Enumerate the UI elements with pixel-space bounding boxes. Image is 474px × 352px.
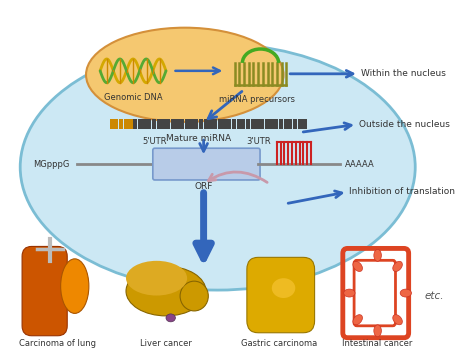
Bar xyxy=(288,119,292,130)
Bar xyxy=(260,119,264,130)
Bar xyxy=(109,119,114,130)
Bar xyxy=(293,119,297,130)
Bar xyxy=(143,119,147,130)
Text: MGpppG: MGpppG xyxy=(33,159,69,169)
Ellipse shape xyxy=(344,289,355,297)
Bar xyxy=(156,119,161,130)
Ellipse shape xyxy=(353,261,363,271)
Ellipse shape xyxy=(374,325,382,337)
Ellipse shape xyxy=(126,261,187,296)
Ellipse shape xyxy=(86,28,283,122)
Ellipse shape xyxy=(126,266,206,316)
Text: Within the nucleus: Within the nucleus xyxy=(361,69,446,78)
Ellipse shape xyxy=(166,314,175,322)
Text: Inhibition of translation: Inhibition of translation xyxy=(349,187,456,196)
Bar xyxy=(232,119,236,130)
Bar xyxy=(171,119,175,130)
Text: 3'UTR: 3'UTR xyxy=(246,137,271,146)
FancyBboxPatch shape xyxy=(247,257,315,333)
Bar xyxy=(241,119,246,130)
Text: Mature miRNA: Mature miRNA xyxy=(166,134,231,143)
Text: AAAAA: AAAAA xyxy=(345,159,374,169)
Bar xyxy=(166,119,170,130)
Bar xyxy=(194,119,199,130)
Bar xyxy=(185,119,189,130)
Bar xyxy=(128,119,133,130)
Bar xyxy=(246,119,250,130)
Bar xyxy=(124,119,128,130)
Text: Genomic DNA: Genomic DNA xyxy=(104,93,163,102)
Bar xyxy=(161,119,165,130)
Bar xyxy=(114,119,118,130)
Ellipse shape xyxy=(20,44,415,290)
Text: etc.: etc. xyxy=(424,291,444,301)
Bar xyxy=(251,119,255,130)
Bar xyxy=(133,119,137,130)
Bar xyxy=(302,119,307,130)
Text: miRNA precursors: miRNA precursors xyxy=(219,95,295,103)
Bar xyxy=(237,119,241,130)
Ellipse shape xyxy=(353,315,363,325)
Text: Outside the nucleus: Outside the nucleus xyxy=(359,120,450,129)
Ellipse shape xyxy=(393,261,402,271)
Ellipse shape xyxy=(400,289,411,297)
Ellipse shape xyxy=(393,315,402,325)
Ellipse shape xyxy=(374,250,382,261)
Bar xyxy=(190,119,194,130)
Bar xyxy=(298,119,302,130)
Bar xyxy=(274,119,278,130)
Ellipse shape xyxy=(61,259,89,313)
Bar xyxy=(152,119,156,130)
Bar xyxy=(255,119,260,130)
Bar xyxy=(227,119,231,130)
Bar xyxy=(138,119,142,130)
FancyArrowPatch shape xyxy=(209,172,267,182)
FancyBboxPatch shape xyxy=(354,260,395,326)
Text: Intestinal cancer: Intestinal cancer xyxy=(342,339,413,348)
Bar xyxy=(175,119,180,130)
Bar xyxy=(213,119,217,130)
Ellipse shape xyxy=(180,281,208,311)
Bar xyxy=(199,119,203,130)
Bar xyxy=(218,119,222,130)
Text: Gastric carcinoma: Gastric carcinoma xyxy=(241,339,317,348)
FancyBboxPatch shape xyxy=(22,246,67,336)
Bar xyxy=(119,119,123,130)
Ellipse shape xyxy=(272,278,295,298)
Bar xyxy=(269,119,273,130)
Text: Carcinoma of lung: Carcinoma of lung xyxy=(19,339,96,348)
Bar xyxy=(222,119,227,130)
Bar xyxy=(283,119,288,130)
Text: Liver cancer: Liver cancer xyxy=(140,339,192,348)
Bar xyxy=(208,119,212,130)
Text: ORF: ORF xyxy=(194,182,213,191)
FancyBboxPatch shape xyxy=(153,148,260,180)
Bar xyxy=(279,119,283,130)
Bar xyxy=(265,119,269,130)
Bar xyxy=(180,119,184,130)
Bar xyxy=(147,119,151,130)
Text: 5'UTR: 5'UTR xyxy=(143,137,167,146)
Bar xyxy=(204,119,208,130)
